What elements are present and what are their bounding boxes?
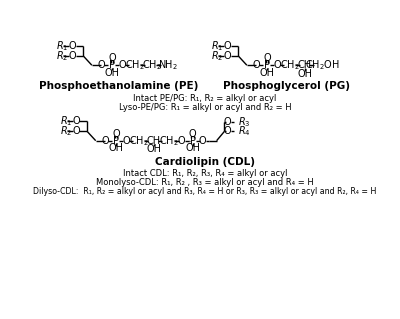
- Text: CH$_2$: CH$_2$: [129, 134, 149, 148]
- Text: $R_2$: $R_2$: [56, 49, 68, 63]
- Text: Cardiolipin (CDL): Cardiolipin (CDL): [155, 157, 255, 167]
- Text: $R_1$: $R_1$: [56, 39, 68, 53]
- Text: Dilyso-CDL:  R₁, R₂ = alkyl or acyl and R₃, R₄ = H or R₃, R₃ = alkyl or acyl and: Dilyso-CDL: R₁, R₂ = alkyl or acyl and R…: [33, 187, 377, 196]
- Text: OH: OH: [104, 68, 120, 78]
- Text: OH: OH: [298, 69, 312, 79]
- Text: CH$_2$: CH$_2$: [142, 58, 162, 72]
- Text: P: P: [264, 60, 270, 70]
- Text: O: O: [108, 53, 116, 63]
- Text: O: O: [224, 126, 231, 137]
- Text: $R_4$: $R_4$: [238, 124, 251, 138]
- Text: Lyso-PE/PG: R₁ = alkyl or acyl and R₂ = H: Lyso-PE/PG: R₁ = alkyl or acyl and R₂ = …: [119, 103, 291, 112]
- Text: Phosphoglycerol (PG): Phosphoglycerol (PG): [223, 81, 350, 91]
- Text: O: O: [224, 51, 231, 61]
- Text: O: O: [69, 41, 76, 51]
- Text: O: O: [72, 126, 80, 137]
- Text: O: O: [112, 129, 120, 139]
- Text: O: O: [273, 60, 281, 70]
- Text: Monolyso-CDL: R₁, R₂ , R₃ = alkyl or acyl and R₄ = H: Monolyso-CDL: R₁, R₂ , R₃ = alkyl or acy…: [96, 178, 314, 187]
- Text: CH$_2$: CH$_2$: [280, 58, 300, 72]
- Text: O: O: [72, 116, 80, 126]
- Text: $R_3$: $R_3$: [238, 115, 251, 129]
- Text: CH$_2$: CH$_2$: [160, 134, 179, 148]
- Text: O: O: [189, 129, 196, 139]
- Text: $R_2$: $R_2$: [211, 49, 224, 63]
- Text: Phosphoethanolamine (PE): Phosphoethanolamine (PE): [38, 81, 198, 91]
- Text: P: P: [190, 136, 196, 146]
- Text: Intact CDL: R₁, R₂, R₃, R₄ = alkyl or acyl: Intact CDL: R₁, R₂, R₃, R₄ = alkyl or ac…: [123, 168, 287, 178]
- Text: $R_2$: $R_2$: [60, 124, 72, 138]
- Text: O: O: [252, 60, 260, 70]
- Text: P: P: [109, 60, 115, 70]
- Text: O: O: [199, 136, 206, 146]
- Text: OH: OH: [108, 143, 123, 153]
- Text: CH: CH: [147, 136, 161, 146]
- Text: NH$_2$: NH$_2$: [158, 58, 178, 72]
- Text: O: O: [122, 136, 130, 146]
- Text: OH: OH: [185, 143, 200, 153]
- Text: O: O: [224, 41, 231, 51]
- Text: Intact PE/PG: R₁, R₂ = alkyl or acyl: Intact PE/PG: R₁, R₂ = alkyl or acyl: [133, 94, 277, 103]
- Text: O: O: [118, 60, 126, 70]
- Text: O: O: [101, 136, 109, 146]
- Text: $R_1$: $R_1$: [60, 115, 72, 128]
- Text: O: O: [263, 53, 271, 63]
- Text: $R_1$: $R_1$: [211, 39, 224, 53]
- Text: O: O: [97, 60, 105, 70]
- Text: O: O: [224, 117, 231, 127]
- Text: O: O: [69, 51, 76, 61]
- Text: P: P: [113, 136, 119, 146]
- Text: OH: OH: [260, 68, 274, 78]
- Text: OH: OH: [146, 144, 161, 154]
- Text: CH$_2$: CH$_2$: [125, 58, 145, 72]
- Text: CH$_2$OH: CH$_2$OH: [304, 58, 340, 72]
- Text: CH: CH: [298, 60, 312, 70]
- Text: O: O: [178, 136, 186, 146]
